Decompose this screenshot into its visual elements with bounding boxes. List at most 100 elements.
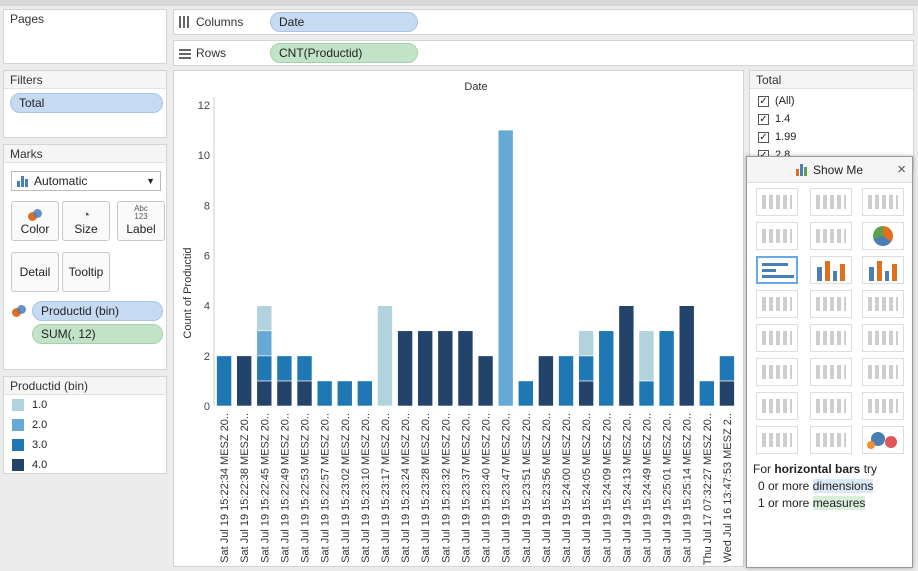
area-continuous-icon[interactable] <box>756 358 798 386</box>
bar-segment[interactable] <box>517 380 534 407</box>
bar-segment[interactable] <box>296 355 313 382</box>
total-filter-option-label: 1.99 <box>775 131 797 143</box>
bar-segment[interactable] <box>578 380 594 407</box>
marks-field-productid-bin[interactable]: Productid (bin) <box>32 301 163 321</box>
scatter-plot-icon[interactable] <box>756 392 798 420</box>
bar-segment[interactable] <box>296 380 313 407</box>
bar-segment[interactable] <box>678 305 695 407</box>
legend-item[interactable]: 4.0 <box>12 459 47 471</box>
x-tick-label: Sat Jul 19 15:23:37 MESZ 20.. <box>460 413 472 563</box>
bar-chart: Date Count of Productid 0 2 4 6 8 10 12 Sat Ju… <box>182 81 735 565</box>
bar-segment[interactable] <box>578 355 594 382</box>
bar-segment[interactable] <box>658 330 675 407</box>
bar-segment[interactable] <box>558 355 574 407</box>
bar-segment[interactable] <box>397 330 413 407</box>
pie-chart-icon[interactable] <box>862 222 904 250</box>
columns-shelf[interactable]: Columns Date <box>173 9 914 35</box>
chart-title: Date <box>464 81 487 93</box>
total-filter-option[interactable]: ✓ 1.99 <box>758 131 796 143</box>
bar-segment[interactable] <box>377 305 393 407</box>
area-discrete-icon[interactable] <box>810 358 852 386</box>
bar-segment[interactable] <box>276 355 293 382</box>
legend-item[interactable]: 2.0 <box>12 419 47 431</box>
hint-line: For horizontal bars try <box>753 461 909 478</box>
bar-segment[interactable] <box>316 380 333 407</box>
heat-map-icon[interactable] <box>810 188 852 216</box>
bar-segment[interactable] <box>598 330 615 407</box>
mark-type-dropdown[interactable]: Automatic ▼ <box>11 171 161 191</box>
show-me-header[interactable]: Show Me <box>747 157 912 183</box>
circle-view-icon[interactable] <box>810 290 852 318</box>
bar-segment[interactable] <box>216 355 232 407</box>
legend-item[interactable]: 3.0 <box>12 439 47 451</box>
highlight-table-icon[interactable] <box>862 188 904 216</box>
rows-pill-cnt-productid[interactable]: CNT(Productid) <box>270 43 418 63</box>
legend-swatch <box>12 419 24 431</box>
bar-segment[interactable] <box>578 330 594 357</box>
detail-button[interactable]: Detail <box>11 252 59 292</box>
side-by-side-circles-icon[interactable] <box>862 290 904 318</box>
close-icon[interactable]: × <box>897 161 906 178</box>
bar-segment[interactable] <box>357 380 373 407</box>
pages-panel[interactable]: Pages <box>3 9 167 64</box>
histogram-icon[interactable] <box>810 392 852 420</box>
y-axis: 0 2 4 6 8 10 12 <box>198 97 215 413</box>
bar-segment[interactable] <box>719 355 735 382</box>
side-by-side-bars-icon[interactable] <box>862 256 904 284</box>
bar-segment[interactable] <box>236 355 252 407</box>
horizontal-bars-icon[interactable] <box>756 256 798 284</box>
size-button[interactable]: ◔ Size <box>62 201 110 241</box>
bar-segment[interactable] <box>417 330 434 407</box>
dual-lines-icon[interactable] <box>862 324 904 352</box>
bar-segment[interactable] <box>638 380 655 407</box>
bar-segment[interactable] <box>638 330 655 382</box>
total-filter-option[interactable]: ✓ 1.4 <box>758 113 790 125</box>
rows-icon <box>179 47 191 59</box>
filled-map-icon[interactable] <box>810 222 852 250</box>
gantt-chart-icon[interactable] <box>756 426 798 454</box>
bar-segment[interactable] <box>719 380 735 407</box>
bar-segment[interactable] <box>256 355 273 382</box>
bar-segment[interactable] <box>618 305 635 407</box>
bar-segment[interactable] <box>497 129 514 407</box>
stacked-bars-icon[interactable] <box>810 256 852 284</box>
bar-segment[interactable] <box>437 330 454 407</box>
text-table-icon[interactable] <box>756 188 798 216</box>
bar-segment[interactable] <box>457 330 474 407</box>
packed-bubbles-icon[interactable] <box>862 426 904 454</box>
treemap-icon[interactable] <box>756 290 798 318</box>
legend-swatch <box>12 399 24 411</box>
marks-panel: Marks Automatic ▼ Color ◔ Size Abc 123 L… <box>3 144 167 370</box>
bar-segment[interactable] <box>256 305 273 332</box>
color-button[interactable]: Color <box>11 201 59 241</box>
label-button[interactable]: Abc 123 Label <box>117 201 165 241</box>
symbol-map-icon[interactable] <box>756 222 798 250</box>
rows-shelf[interactable]: Rows CNT(Productid) <box>173 40 914 66</box>
filter-pill-total[interactable]: Total <box>10 93 163 113</box>
line-continuous-icon[interactable] <box>756 324 798 352</box>
dual-combination-icon[interactable] <box>862 358 904 386</box>
bar-segment[interactable] <box>256 330 273 357</box>
bar-segment[interactable] <box>336 380 353 407</box>
box-whisker-icon[interactable] <box>862 392 904 420</box>
bar-segment[interactable] <box>699 380 715 407</box>
show-me-icon <box>795 163 807 176</box>
columns-pill-date[interactable]: Date <box>270 12 418 32</box>
bullet-graph-icon[interactable] <box>810 426 852 454</box>
bar-segment[interactable] <box>276 380 293 407</box>
bar-segment[interactable] <box>477 355 494 407</box>
marks-field-sum[interactable]: SUM(, 12) <box>32 324 163 344</box>
filters-title: Filters <box>4 71 166 89</box>
hint-suffix: try <box>860 462 878 476</box>
x-tick-label: Sat Jul 19 15:25:01 MESZ 20.. <box>662 413 674 563</box>
bar-segment[interactable] <box>538 355 554 407</box>
bar-segment[interactable] <box>256 380 273 407</box>
legend-item[interactable]: 1.0 <box>12 399 47 411</box>
x-tick-label: Sat Jul 19 15:22:34 MESZ 20.. <box>219 413 231 563</box>
total-filter-option[interactable]: ✓ (All) <box>758 95 795 107</box>
filters-panel[interactable]: Filters Total <box>3 70 167 138</box>
hint-dimensions: dimensions <box>812 479 874 493</box>
tooltip-button[interactable]: Tooltip <box>62 252 110 292</box>
line-discrete-icon[interactable] <box>810 324 852 352</box>
columns-label-text: Columns <box>196 15 244 29</box>
